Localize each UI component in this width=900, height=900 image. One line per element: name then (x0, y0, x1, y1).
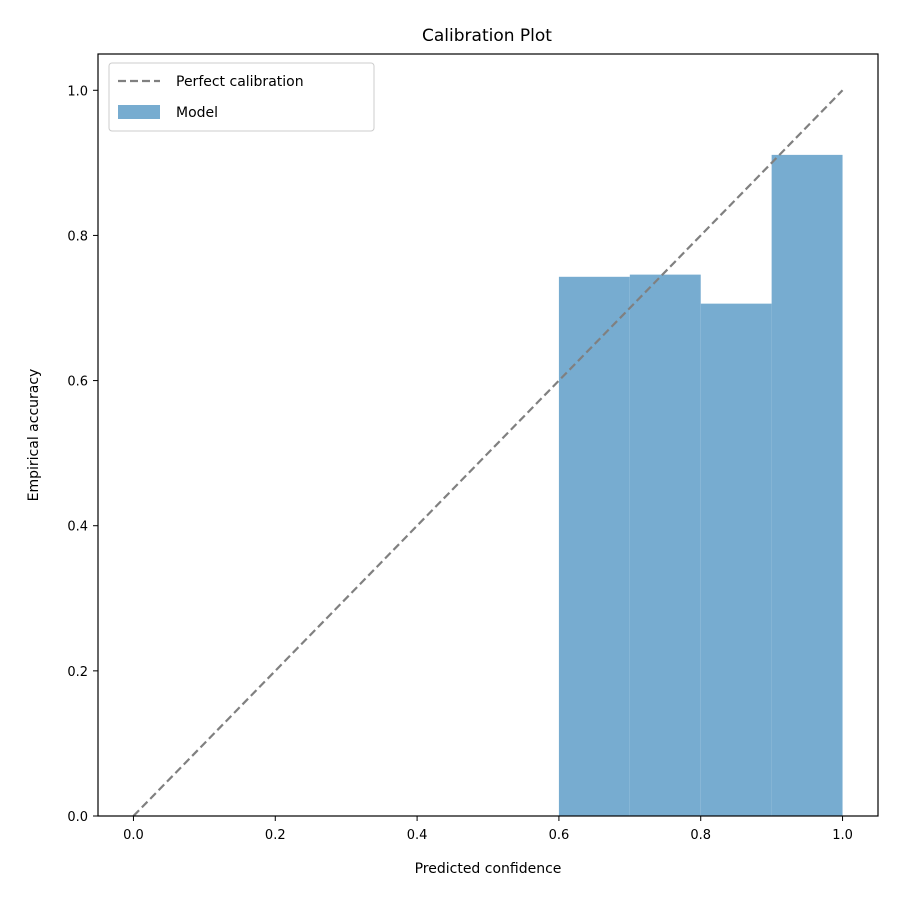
bar-bin-4 (771, 154, 843, 817)
y-tick-label: 0.8 (67, 229, 88, 244)
y-tick-label: 1.0 (67, 84, 88, 99)
x-tick-label: 0.4 (407, 828, 428, 843)
legend-label-model: Model (176, 105, 218, 121)
x-axis: 0.0 0.2 0.4 0.6 0.8 1.0 (123, 816, 853, 843)
bar-bin-3 (700, 303, 772, 816)
x-tick-label: 0.2 (265, 828, 286, 843)
legend-box (108, 62, 375, 132)
y-axis-label: Empirical accuracy (26, 369, 42, 502)
y-tick-label: 0.6 (67, 375, 88, 390)
x-tick-label: 1.0 (832, 828, 853, 843)
legend-bar-swatch (118, 105, 160, 119)
y-tick-label: 0.0 (67, 810, 88, 825)
y-axis: 0.0 0.2 0.4 0.6 0.8 1.0 (67, 84, 98, 825)
legend-label-perfect: Perfect calibration (176, 74, 304, 90)
x-tick-label: 0.6 (549, 828, 570, 843)
bars-group (558, 154, 843, 817)
perfect-calibration-line (132, 89, 844, 817)
bar-bin-2 (629, 274, 701, 816)
x-tick-label: 0.8 (690, 828, 711, 843)
bar-bin-1 (558, 276, 630, 816)
x-tick-label: 0.0 (123, 828, 144, 843)
plot-frame (97, 53, 879, 817)
x-axis-label: Predicted confidence (415, 861, 562, 877)
legend: Perfect calibration Model (108, 62, 375, 132)
y-tick-label: 0.4 (67, 520, 88, 535)
y-tick-label: 0.2 (67, 665, 88, 680)
chart-title: Calibration Plot (422, 26, 552, 46)
